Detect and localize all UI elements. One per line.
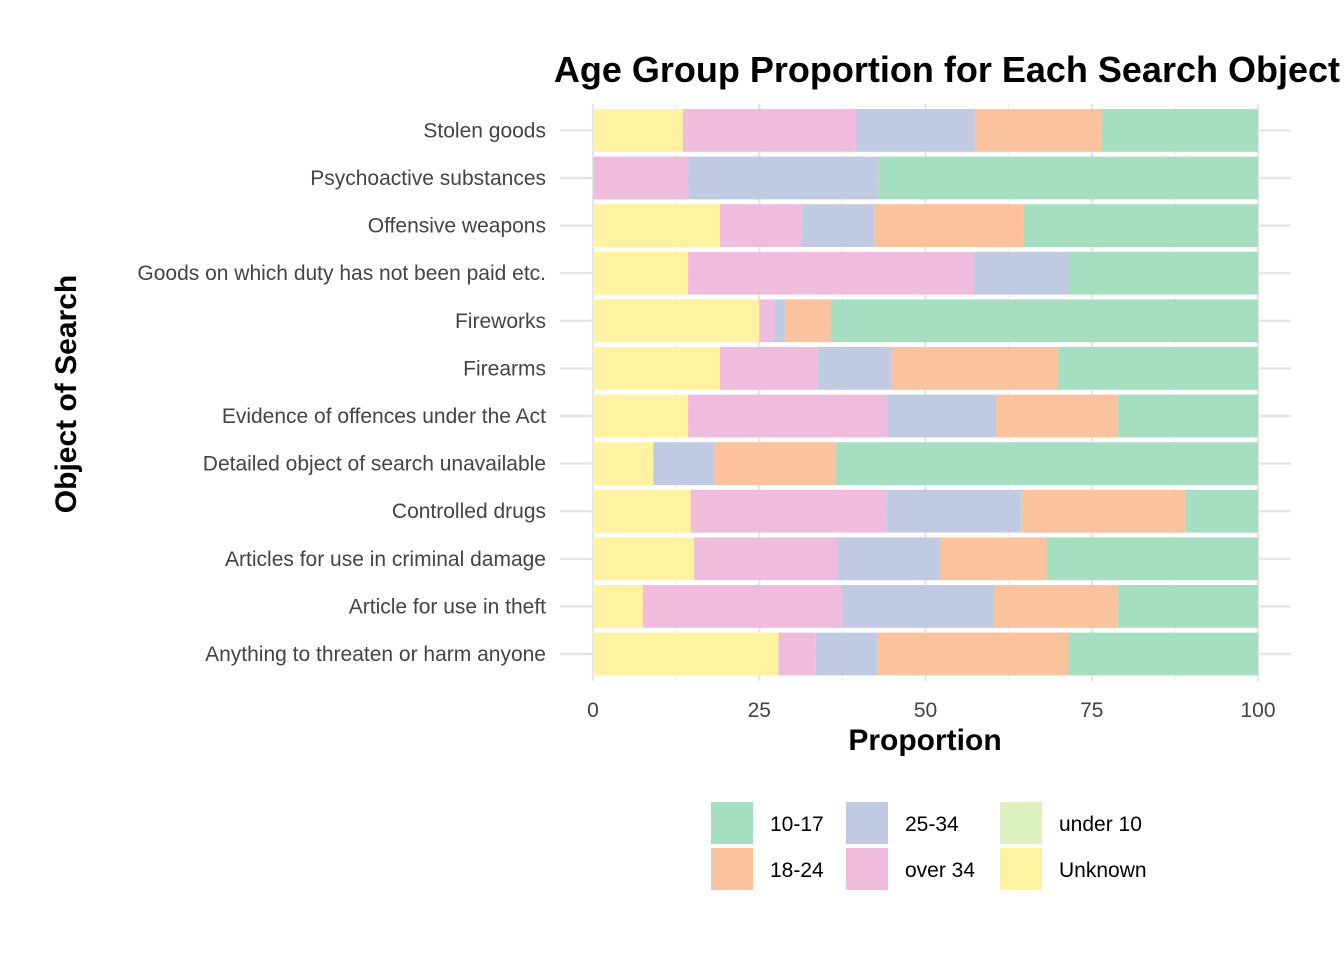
x-tick-label: 50 (914, 699, 937, 722)
category-label: Articles for use in criminal damage (225, 548, 546, 571)
bar-segment-over-34 (593, 156, 689, 200)
bar-segment-unknown (593, 251, 689, 295)
x-axis-title: Proportion (848, 724, 1001, 757)
bar-segment-10-17 (1068, 632, 1258, 676)
bar-segment-unknown (593, 632, 779, 676)
category-label: Controlled drugs (392, 500, 546, 523)
bar-segment-over-34 (688, 394, 887, 438)
category-label: Evidence of offences under the Act (222, 405, 546, 428)
bar-segment-18-24 (874, 204, 1024, 247)
bar-segment-18-24 (784, 299, 831, 343)
bar-segment-25-34 (973, 251, 1069, 295)
legend-label: 25-34 (905, 813, 959, 836)
bar-segment-25-34 (841, 585, 994, 628)
chart-title: Age Group Proportion for Each Search Obj… (554, 49, 1340, 90)
legend-label: under 10 (1059, 813, 1142, 836)
legend-label: over 34 (905, 859, 975, 882)
bar-segment-over-34 (720, 347, 818, 390)
bar-segment-unknown (593, 299, 760, 343)
category-label: Detailed object of search unavailable (203, 453, 546, 476)
legend-key-unknown (1000, 848, 1042, 890)
bar-segment-unknown (593, 442, 654, 485)
category-label: Goods on which duty has not been paid et… (137, 262, 546, 285)
bar-segment-25-34 (817, 347, 891, 390)
category-label: Firearms (463, 357, 546, 380)
category-label: Offensive weapons (368, 215, 546, 238)
bar-segment-over-34 (642, 585, 842, 628)
bar-segment-unknown (593, 109, 683, 152)
legend-key-18-24 (711, 848, 753, 890)
bar-segment-25-34 (815, 632, 877, 676)
bar-segment-over-34 (688, 251, 974, 295)
x-tick-label: 25 (748, 699, 771, 722)
x-tick-label: 100 (1240, 699, 1275, 722)
bar-segment-10-17 (878, 156, 1258, 200)
bar-segment-over-34 (694, 537, 838, 581)
bar-segment-18-24 (995, 394, 1118, 438)
bar-segment-unknown (593, 585, 643, 628)
bar-segment-18-24 (974, 109, 1102, 152)
category-label: Psychoactive substances (310, 167, 546, 190)
bar-segment-10-17 (1068, 251, 1258, 295)
bar-segment-18-24 (890, 347, 1058, 390)
bar-segment-unknown (593, 489, 691, 533)
bar-segment-unknown (593, 394, 689, 438)
bar-segment-18-24 (876, 632, 1069, 676)
bar-segment-10-17 (835, 442, 1258, 485)
bar-segment-25-34 (773, 299, 785, 343)
bar-segment-25-34 (653, 442, 715, 485)
bar-segment-25-34 (855, 109, 975, 152)
bar-segment-10-17 (1023, 204, 1258, 247)
category-label: Article for use in theft (349, 595, 546, 618)
bar-segment-unknown (593, 537, 695, 581)
category-label: Stolen goods (423, 119, 546, 142)
bar-segment-18-24 (1021, 489, 1185, 533)
bar-segment-over-34 (720, 204, 802, 247)
bar-segment-over-34 (690, 489, 887, 533)
bar-segment-10-17 (1046, 537, 1258, 581)
bar-segment-10-17 (1101, 109, 1258, 152)
bar-segment-10-17 (830, 299, 1258, 343)
legend: 10-17 18-24 25-34 over 34 under 10 Unknown (711, 802, 1147, 890)
bar-segment-10-17 (1117, 394, 1258, 438)
bar-segment-10-17 (1057, 347, 1258, 390)
x-tick-labels: 0 25 50 75 100 (587, 699, 1275, 722)
legend-key-over-34 (846, 848, 888, 890)
bar-segment-25-34 (886, 489, 1022, 533)
legend-label: 18-24 (770, 859, 824, 882)
legend-key-10-17 (711, 802, 753, 844)
x-tick-label: 75 (1080, 699, 1103, 722)
bar-segment-18-24 (714, 442, 836, 485)
bar-segment-25-34 (801, 204, 875, 247)
x-tick-label: 0 (587, 699, 599, 722)
legend-key-25-34 (846, 802, 888, 844)
bars-group (593, 109, 1258, 676)
bar-segment-unknown (593, 204, 721, 247)
legend-label: 10-17 (770, 813, 824, 836)
bar-segment-over-34 (682, 109, 856, 152)
category-label: Anything to threaten or harm anyone (205, 643, 546, 666)
category-labels: Stolen goods Psychoactive substances Offen… (137, 119, 546, 666)
bar-segment-unknown (593, 347, 721, 390)
bar-segment-25-34 (837, 537, 940, 581)
bar-segment-18-24 (939, 537, 1047, 581)
bar-segment-10-17 (1117, 585, 1258, 628)
bar-segment-18-24 (993, 585, 1118, 628)
y-axis-title: Object of Search (50, 275, 83, 513)
legend-key-under-10 (1000, 802, 1042, 844)
bar-segment-over-34 (759, 299, 774, 343)
bar-segment-over-34 (778, 632, 816, 676)
category-label: Fireworks (455, 310, 546, 333)
bar-segment-25-34 (886, 394, 996, 438)
bar-segment-10-17 (1184, 489, 1258, 533)
bar-segment-25-34 (688, 156, 879, 200)
legend-label: Unknown (1059, 859, 1147, 882)
